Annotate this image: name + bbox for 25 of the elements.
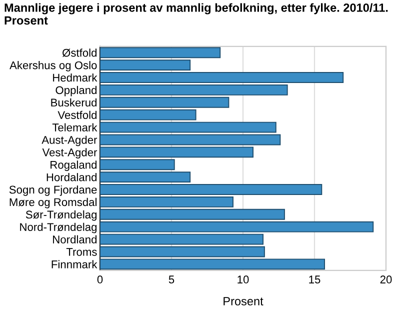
y-tick-label: Troms (66, 248, 97, 256)
y-tick-label: Aust-Agder (42, 136, 98, 146)
y-tick-label: Hedmark (53, 73, 98, 82)
y-tick-label: Finnmark (52, 260, 98, 268)
y-tick-label: Nordland (53, 235, 97, 244)
y-tick-label: Hordaland (46, 173, 97, 182)
x-tick-label: 15 (309, 276, 320, 284)
chart-title: Mannlige jegere i prosent av mannlig befolkning, etter fylke. 2010/11. Prosent (4, 3, 388, 25)
x-tick-label: 0 (97, 276, 103, 284)
x-tick-label: 20 (380, 276, 392, 284)
y-tick-label: Vest-Agder (42, 148, 98, 159)
y-tick-label: Akershus og Oslo (10, 61, 97, 72)
y-tick-label: Nord-Trøndelag (20, 222, 97, 234)
y-tick-label: Sør-Trøndelag (26, 210, 97, 221)
y-tick-label: Oppland (56, 86, 97, 96)
y-tick-label: Møre og Romsdal (10, 198, 96, 208)
y-tick-label: Østfold (62, 48, 97, 57)
y-tick-label: Sogn og Fjordane (9, 185, 97, 196)
y-tick-label: Rogaland (50, 160, 97, 171)
x-tick-label: 5 (168, 276, 174, 284)
x-axis-title: Prosent (224, 297, 264, 306)
y-tick-label: Buskerud (51, 98, 97, 107)
y-tick-label: Vestfold (58, 110, 97, 119)
y-tick-label: Telemark (52, 123, 98, 132)
x-tick-label: 10 (238, 276, 249, 284)
